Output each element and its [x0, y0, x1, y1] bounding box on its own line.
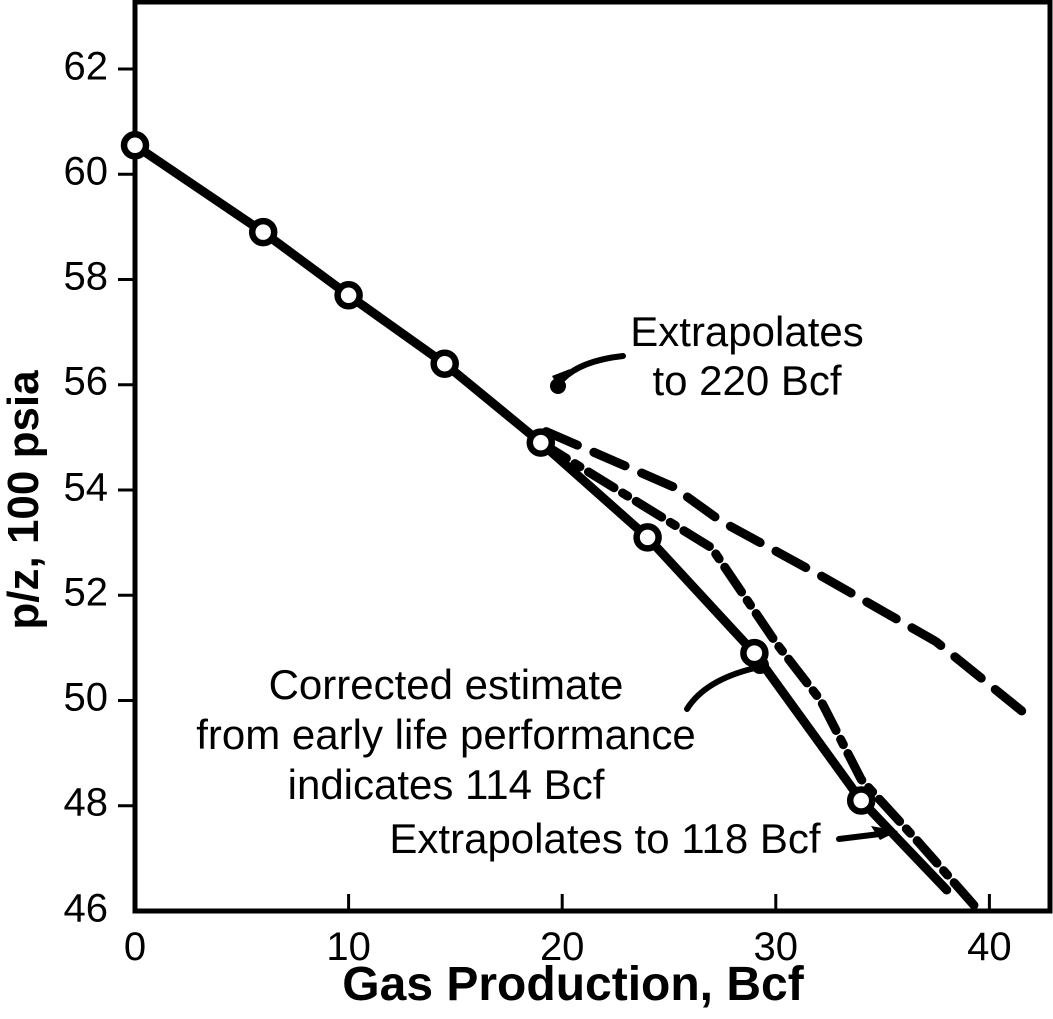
svg-text:60: 60 [64, 150, 109, 194]
svg-text:56: 56 [64, 360, 109, 404]
svg-text:58: 58 [64, 255, 109, 299]
svg-text:52: 52 [64, 571, 109, 615]
svg-text:to 220 Bcf: to 220 Bcf [652, 357, 841, 404]
svg-text:50: 50 [64, 676, 109, 720]
svg-text:48: 48 [64, 781, 109, 825]
svg-text:40: 40 [967, 925, 1012, 969]
svg-text:46: 46 [64, 887, 109, 931]
svg-text:Gas Production, Bcf: Gas Production, Bcf [342, 958, 804, 1011]
svg-text:from early life performance: from early life performance [196, 711, 696, 758]
svg-text:Extrapolates to 118 Bcf: Extrapolates to 118 Bcf [389, 815, 820, 862]
svg-text:62: 62 [64, 45, 109, 89]
svg-text:0: 0 [124, 925, 146, 969]
svg-text:indicates 114 Bcf: indicates 114 Bcf [288, 761, 605, 808]
svg-text:p/z, 100 psia: p/z, 100 psia [0, 370, 48, 630]
svg-text:54: 54 [64, 466, 109, 510]
svg-text:Extrapolates: Extrapolates [630, 308, 863, 355]
svg-text:Corrected estimate: Corrected estimate [269, 661, 624, 708]
